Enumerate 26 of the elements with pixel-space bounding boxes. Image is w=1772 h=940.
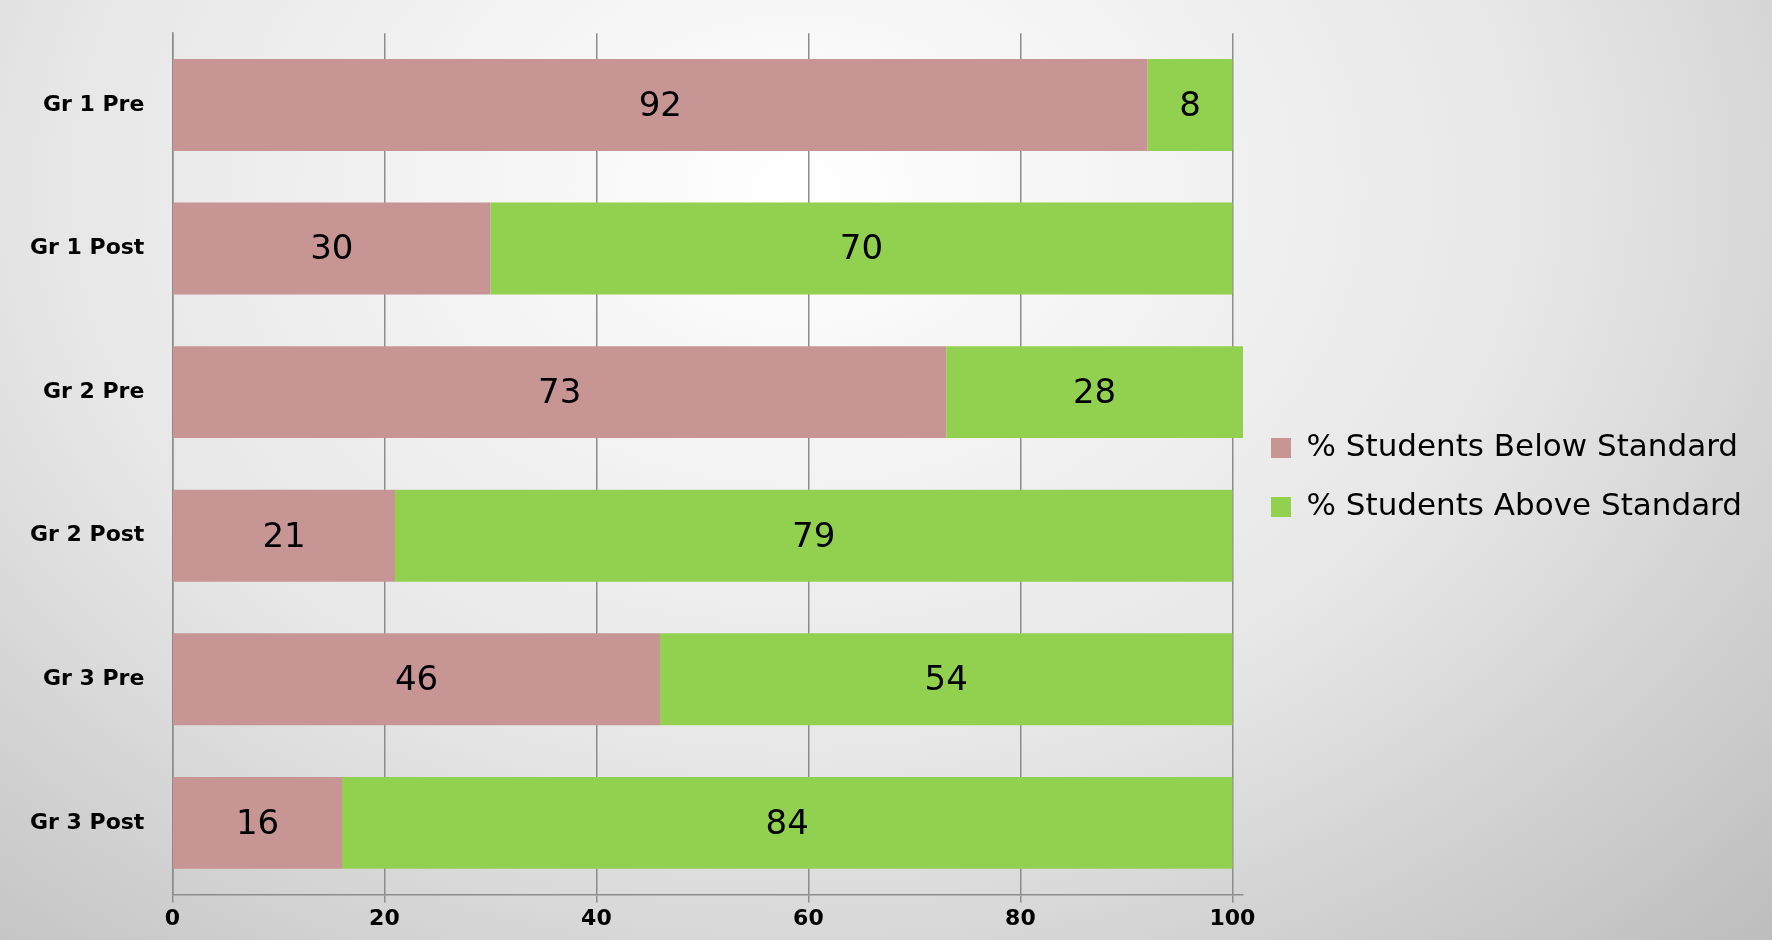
data-label: 73 — [538, 370, 582, 411]
x-tick-label: 80 — [1005, 904, 1036, 930]
data-label: 54 — [924, 658, 968, 699]
y-tick-label: Gr 1 Pre — [42, 90, 145, 116]
data-label: 79 — [792, 514, 836, 555]
data-label: 8 — [1179, 83, 1201, 124]
legend-label: % Students Above Standard — [1306, 486, 1742, 523]
x-tick-label: 0 — [164, 904, 181, 930]
y-tick-label: Gr 2 Post — [29, 521, 145, 547]
x-tick-label: 60 — [793, 904, 824, 930]
data-label: 28 — [1072, 370, 1117, 411]
legend-label: % Students Below Standard — [1306, 427, 1739, 464]
y-tick-label: Gr 1 Post — [29, 234, 145, 260]
x-tick-label: 20 — [369, 904, 400, 930]
x-tick-label: 100 — [1209, 904, 1256, 930]
data-label: 46 — [394, 658, 439, 699]
data-label: 84 — [765, 801, 809, 842]
y-tick-label: Gr 3 Pre — [42, 664, 145, 690]
data-label: 30 — [310, 227, 354, 268]
data-label: 92 — [638, 83, 682, 124]
y-tick-label: Gr 2 Pre — [42, 377, 145, 403]
y-tick-label: Gr 3 Post — [29, 808, 145, 834]
x-tick-label: 40 — [581, 904, 612, 930]
data-label: 70 — [839, 227, 884, 268]
data-label: 16 — [235, 801, 280, 842]
data-label: 21 — [262, 514, 306, 555]
